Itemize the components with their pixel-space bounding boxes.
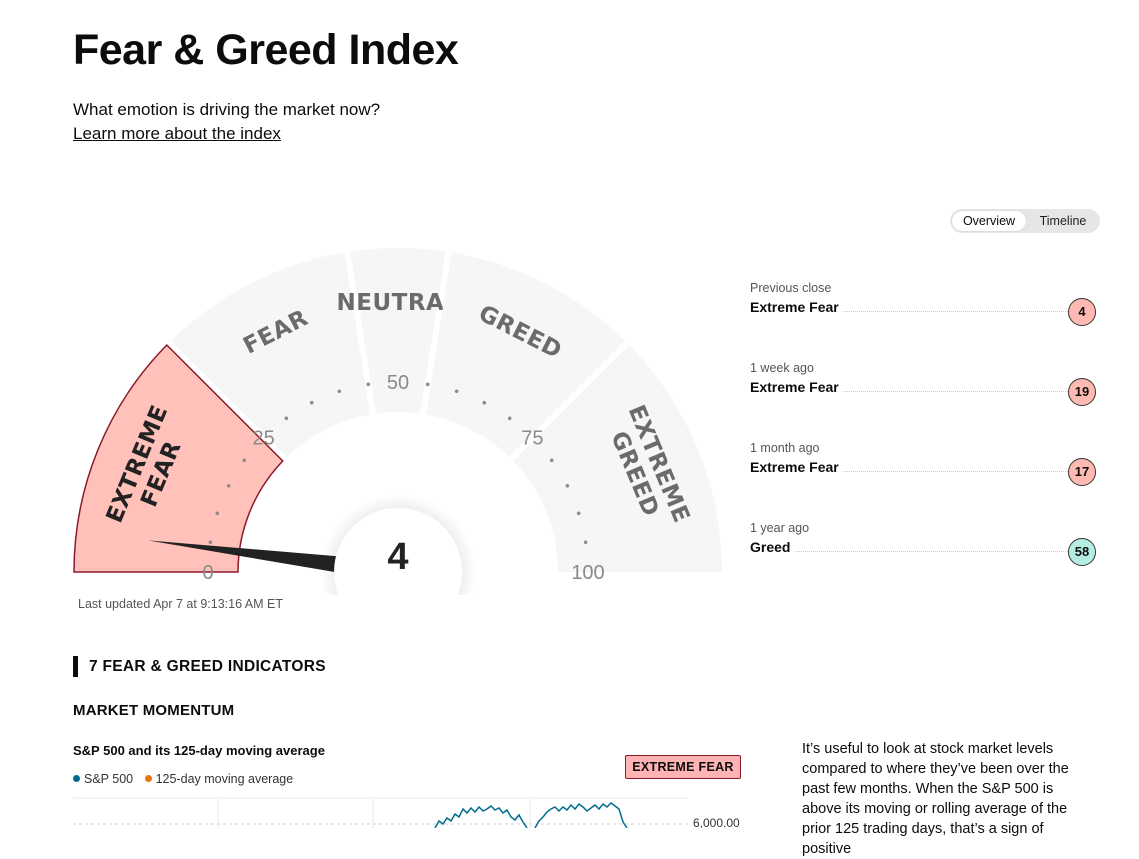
gauge-tick-dot (309, 400, 314, 405)
dotted-leader (750, 391, 1068, 392)
dotted-leader (750, 311, 1068, 312)
gauge-tick-dot (242, 458, 247, 463)
legend-dot-icon (144, 775, 152, 782)
history-previous-close: Previous close Extreme Fear 4 (750, 281, 1098, 326)
gauge-tick-dot (565, 483, 570, 488)
gauge-tick-label: 25 (253, 428, 275, 450)
gauge-tick-dot (482, 400, 487, 405)
gauge-segment-label: NEUTRAL (337, 290, 460, 316)
timeline-tab[interactable]: Timeline (1039, 214, 1087, 228)
page-title: Fear & Greed Index (73, 26, 459, 74)
gauge-tick-dot (215, 511, 220, 516)
gauge-tick-label: 0 (202, 562, 213, 584)
history-value-badge: 4 (1068, 298, 1096, 326)
gauge-tick-dot (454, 389, 459, 394)
momentum-description: It’s useful to look at stock market leve… (802, 741, 1069, 857)
history-value-badge: 19 (1068, 378, 1096, 406)
gauge-tick-label: 75 (521, 428, 543, 450)
gauge-segment-extreme-fear (73, 343, 284, 573)
gauge-tick-dot (507, 416, 512, 421)
dotted-leader (750, 551, 1068, 552)
gauge-segment-greed (425, 252, 625, 457)
history-value-badge: 58 (1068, 538, 1096, 566)
sp500-line (534, 802, 628, 828)
history-value-badge: 17 (1068, 458, 1096, 486)
history-rating: Greed (750, 539, 795, 555)
sp500-line (434, 805, 528, 828)
gauge-tick-dot (366, 382, 371, 387)
overview-tab[interactable]: Overview (952, 211, 1026, 231)
gauge-center (334, 508, 462, 595)
page-subtitle: What emotion is driving the market now? (73, 100, 381, 119)
gauge-segment-label-line: NEUTRAL (337, 290, 460, 316)
gauge-tick-dot (226, 483, 231, 488)
history-label: Previous close (750, 281, 832, 295)
gauge-tick-dot (576, 511, 581, 516)
learn-more-link[interactable]: Learn more about the index (73, 124, 281, 143)
legend-item-moving-average: 125-day moving average (144, 772, 294, 786)
market-momentum-title: MARKET MOMENTUM (73, 702, 235, 719)
history-rating: Extreme Fear (750, 299, 843, 315)
legend-dot-icon (73, 775, 80, 782)
last-updated: Last updated Apr 7 at 9:13:16 AM ET (78, 597, 283, 611)
gauge-segment-fear (171, 252, 371, 457)
history-label: 1 week ago (750, 361, 814, 375)
gauge-tick-dot (284, 416, 289, 421)
gauge-tick-dot (425, 382, 430, 387)
momentum-chart-title: S&P 500 and its 125-day moving average (73, 743, 325, 758)
legend-label: S&P 500 (84, 772, 134, 786)
gauge-tick-dot (583, 540, 588, 545)
gauge-segment-extreme-greed (513, 345, 722, 572)
gauge-value: 4 (387, 536, 408, 578)
history-label: 1 month ago (750, 441, 820, 455)
history-1-month-ago: 1 month ago Extreme Fear 17 (750, 441, 1098, 486)
dotted-leader (750, 471, 1068, 472)
gauge-needle (147, 540, 338, 573)
gauge-tick-label: 100 (571, 562, 604, 584)
gauge-tick-dot (208, 540, 213, 545)
gauge-segment-neutral (350, 248, 446, 414)
momentum-rating-badge: EXTREME FEAR (625, 755, 741, 779)
history-rating: Extreme Fear (750, 459, 843, 475)
legend-label: 125-day moving average (155, 772, 294, 786)
gauge-tick-label: 50 (387, 372, 409, 394)
y-axis-tick-label: 6,000.00 (693, 816, 740, 828)
legend-item-sp500: S&P 500 (73, 772, 133, 786)
indicators-section-title: 7 FEAR & GREED INDICATORS (73, 656, 326, 677)
history-rating: Extreme Fear (750, 379, 843, 395)
gauge-tick-dot (549, 458, 554, 463)
history-1-year-ago: 1 year ago Greed 58 (750, 521, 1098, 566)
view-toggle: Overview Timeline (950, 209, 1100, 233)
history-label: 1 year ago (750, 521, 810, 535)
momentum-chart-legend: S&P 500 125-day moving average (73, 772, 293, 786)
gauge-tick-dot (337, 389, 342, 394)
momentum-chart: 6,000.00 (73, 797, 740, 828)
history-1-week-ago: 1 week ago Extreme Fear 19 (750, 361, 1098, 406)
